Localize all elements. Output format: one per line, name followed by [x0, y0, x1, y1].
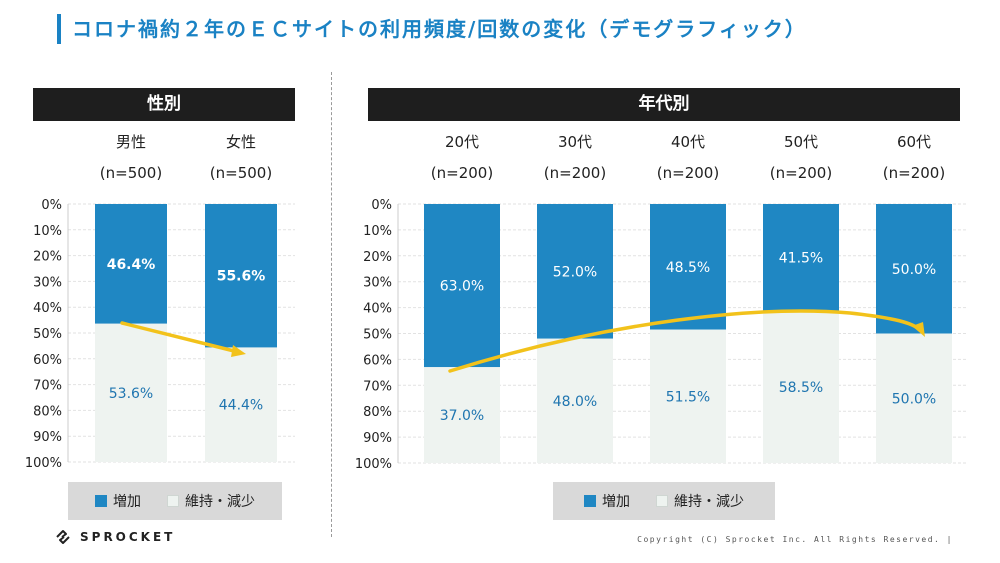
data-label-keep-decrease: 53.6% [109, 386, 153, 402]
data-label-keep-decrease: 58.5% [779, 380, 823, 396]
y-tick-label: 0% [371, 198, 392, 213]
y-tick-label: 100% [25, 456, 62, 471]
legend-item-keep-decrease: 維持・減少 [167, 491, 255, 511]
data-label-keep-decrease: 50.0% [892, 391, 936, 407]
category-label: 60代 [897, 133, 931, 151]
bar-increase [763, 204, 839, 312]
data-label-increase: 52.0% [553, 264, 597, 280]
bar-increase [876, 204, 952, 334]
bar-keep-decrease [876, 333, 952, 463]
age-legend: 増加 維持・減少 [553, 482, 775, 520]
y-tick-label: 0% [41, 198, 62, 213]
increase-swatch-icon [584, 495, 596, 507]
data-label-increase: 46.4% [107, 257, 156, 273]
y-tick-label: 70% [33, 379, 62, 394]
bar-increase [95, 204, 167, 324]
gender-legend: 増加 維持・減少 [68, 482, 282, 520]
y-tick-label: 10% [33, 224, 62, 239]
data-label-keep-decrease: 48.0% [553, 394, 597, 410]
legend-item-increase: 増加 [95, 491, 141, 511]
y-tick-label: 20% [363, 250, 392, 265]
y-tick-label: 40% [33, 301, 62, 316]
bar-keep-decrease [424, 367, 500, 463]
bar-keep-decrease [205, 347, 277, 462]
sample-size-label: (n=200) [657, 164, 719, 182]
legend-label-keep-decrease: 維持・減少 [674, 494, 744, 510]
y-tick-label: 60% [363, 353, 392, 368]
page-title: コロナ禍約２年のＥＣサイトの利用頻度/回数の変化（デモグラフィック） [72, 17, 807, 41]
sprocket-logo: SPROCKET [54, 528, 175, 546]
data-label-increase: 48.5% [666, 260, 710, 276]
y-tick-label: 50% [33, 327, 62, 342]
legend-label-increase: 増加 [602, 494, 630, 510]
sample-size-label: (n=200) [544, 164, 606, 182]
data-label-keep-decrease: 37.0% [440, 408, 484, 424]
bar-increase [650, 204, 726, 330]
sample-size-label: (n=200) [770, 164, 832, 182]
keep-decrease-swatch-icon [656, 495, 668, 507]
bar-keep-decrease [763, 311, 839, 463]
legend-label-increase: 増加 [113, 494, 141, 510]
category-label: 40代 [671, 133, 705, 151]
data-label-keep-decrease: 44.4% [219, 398, 263, 414]
section-divider [331, 72, 332, 537]
trend-arrow [120, 321, 240, 354]
category-label: 30代 [558, 133, 592, 151]
y-tick-label: 100% [355, 457, 392, 472]
trend-arrow [448, 309, 922, 373]
y-tick-label: 90% [33, 430, 62, 445]
title-accent-bar [57, 14, 61, 44]
y-tick-label: 50% [363, 328, 392, 343]
category-label: 20代 [445, 133, 479, 151]
age-chart: 0% 10% 20% 30% 40% 50% 60% 70% 80% 90% 100% 20代 (n=2… [355, 133, 968, 472]
sample-size-label: (n=500) [100, 164, 162, 182]
gender-chart: 0% 10% 20% 30% 40% 50% 60% 70% 80% 90% 100% 男性 (n=50… [25, 133, 295, 471]
bar-increase [205, 204, 277, 348]
sample-size-label: (n=200) [883, 164, 945, 182]
y-tick-label: 80% [363, 405, 392, 420]
y-tick-label: 30% [33, 275, 62, 290]
increase-swatch-icon [95, 495, 107, 507]
y-tick-label: 20% [33, 250, 62, 265]
bar-increase [424, 204, 500, 368]
y-tick-label: 80% [33, 404, 62, 419]
bar-keep-decrease [95, 323, 167, 462]
y-tick-label: 30% [363, 276, 392, 291]
y-tick-label: 60% [33, 353, 62, 368]
bar-keep-decrease [650, 329, 726, 463]
trend-arrow-head-icon [231, 345, 246, 357]
sample-size-label: (n=200) [431, 164, 493, 182]
gender-section-header: 性別 [33, 88, 295, 121]
legend-item-keep-decrease: 維持・減少 [656, 491, 744, 511]
y-tick-label: 40% [363, 302, 392, 317]
bar-increase [537, 204, 613, 339]
category-label: 女性 [226, 133, 256, 151]
logo-text: SPROCKET [80, 530, 176, 544]
trend-arrow-head-icon [912, 322, 925, 337]
category-label: 50代 [784, 133, 818, 151]
y-tick-label: 90% [363, 431, 392, 446]
bar-keep-decrease [537, 338, 613, 463]
y-tick-label: 70% [363, 379, 392, 394]
data-label-increase: 55.6% [217, 269, 266, 285]
legend-item-increase: 増加 [584, 491, 630, 511]
age-section-header: 年代別 [368, 88, 960, 121]
data-label-increase: 41.5% [779, 251, 823, 267]
sprocket-logo-icon [56, 530, 70, 544]
copyright-text: Copyright (C) Sprocket Inc. All Rights R… [637, 535, 953, 544]
y-tick-label: 10% [363, 224, 392, 239]
keep-decrease-swatch-icon [167, 495, 179, 507]
data-label-increase: 50.0% [892, 262, 936, 278]
data-label-increase: 63.0% [440, 279, 484, 295]
sample-size-label: (n=500) [210, 164, 272, 182]
category-label: 男性 [116, 133, 146, 151]
data-label-keep-decrease: 51.5% [666, 389, 710, 405]
legend-label-keep-decrease: 維持・減少 [185, 494, 255, 510]
